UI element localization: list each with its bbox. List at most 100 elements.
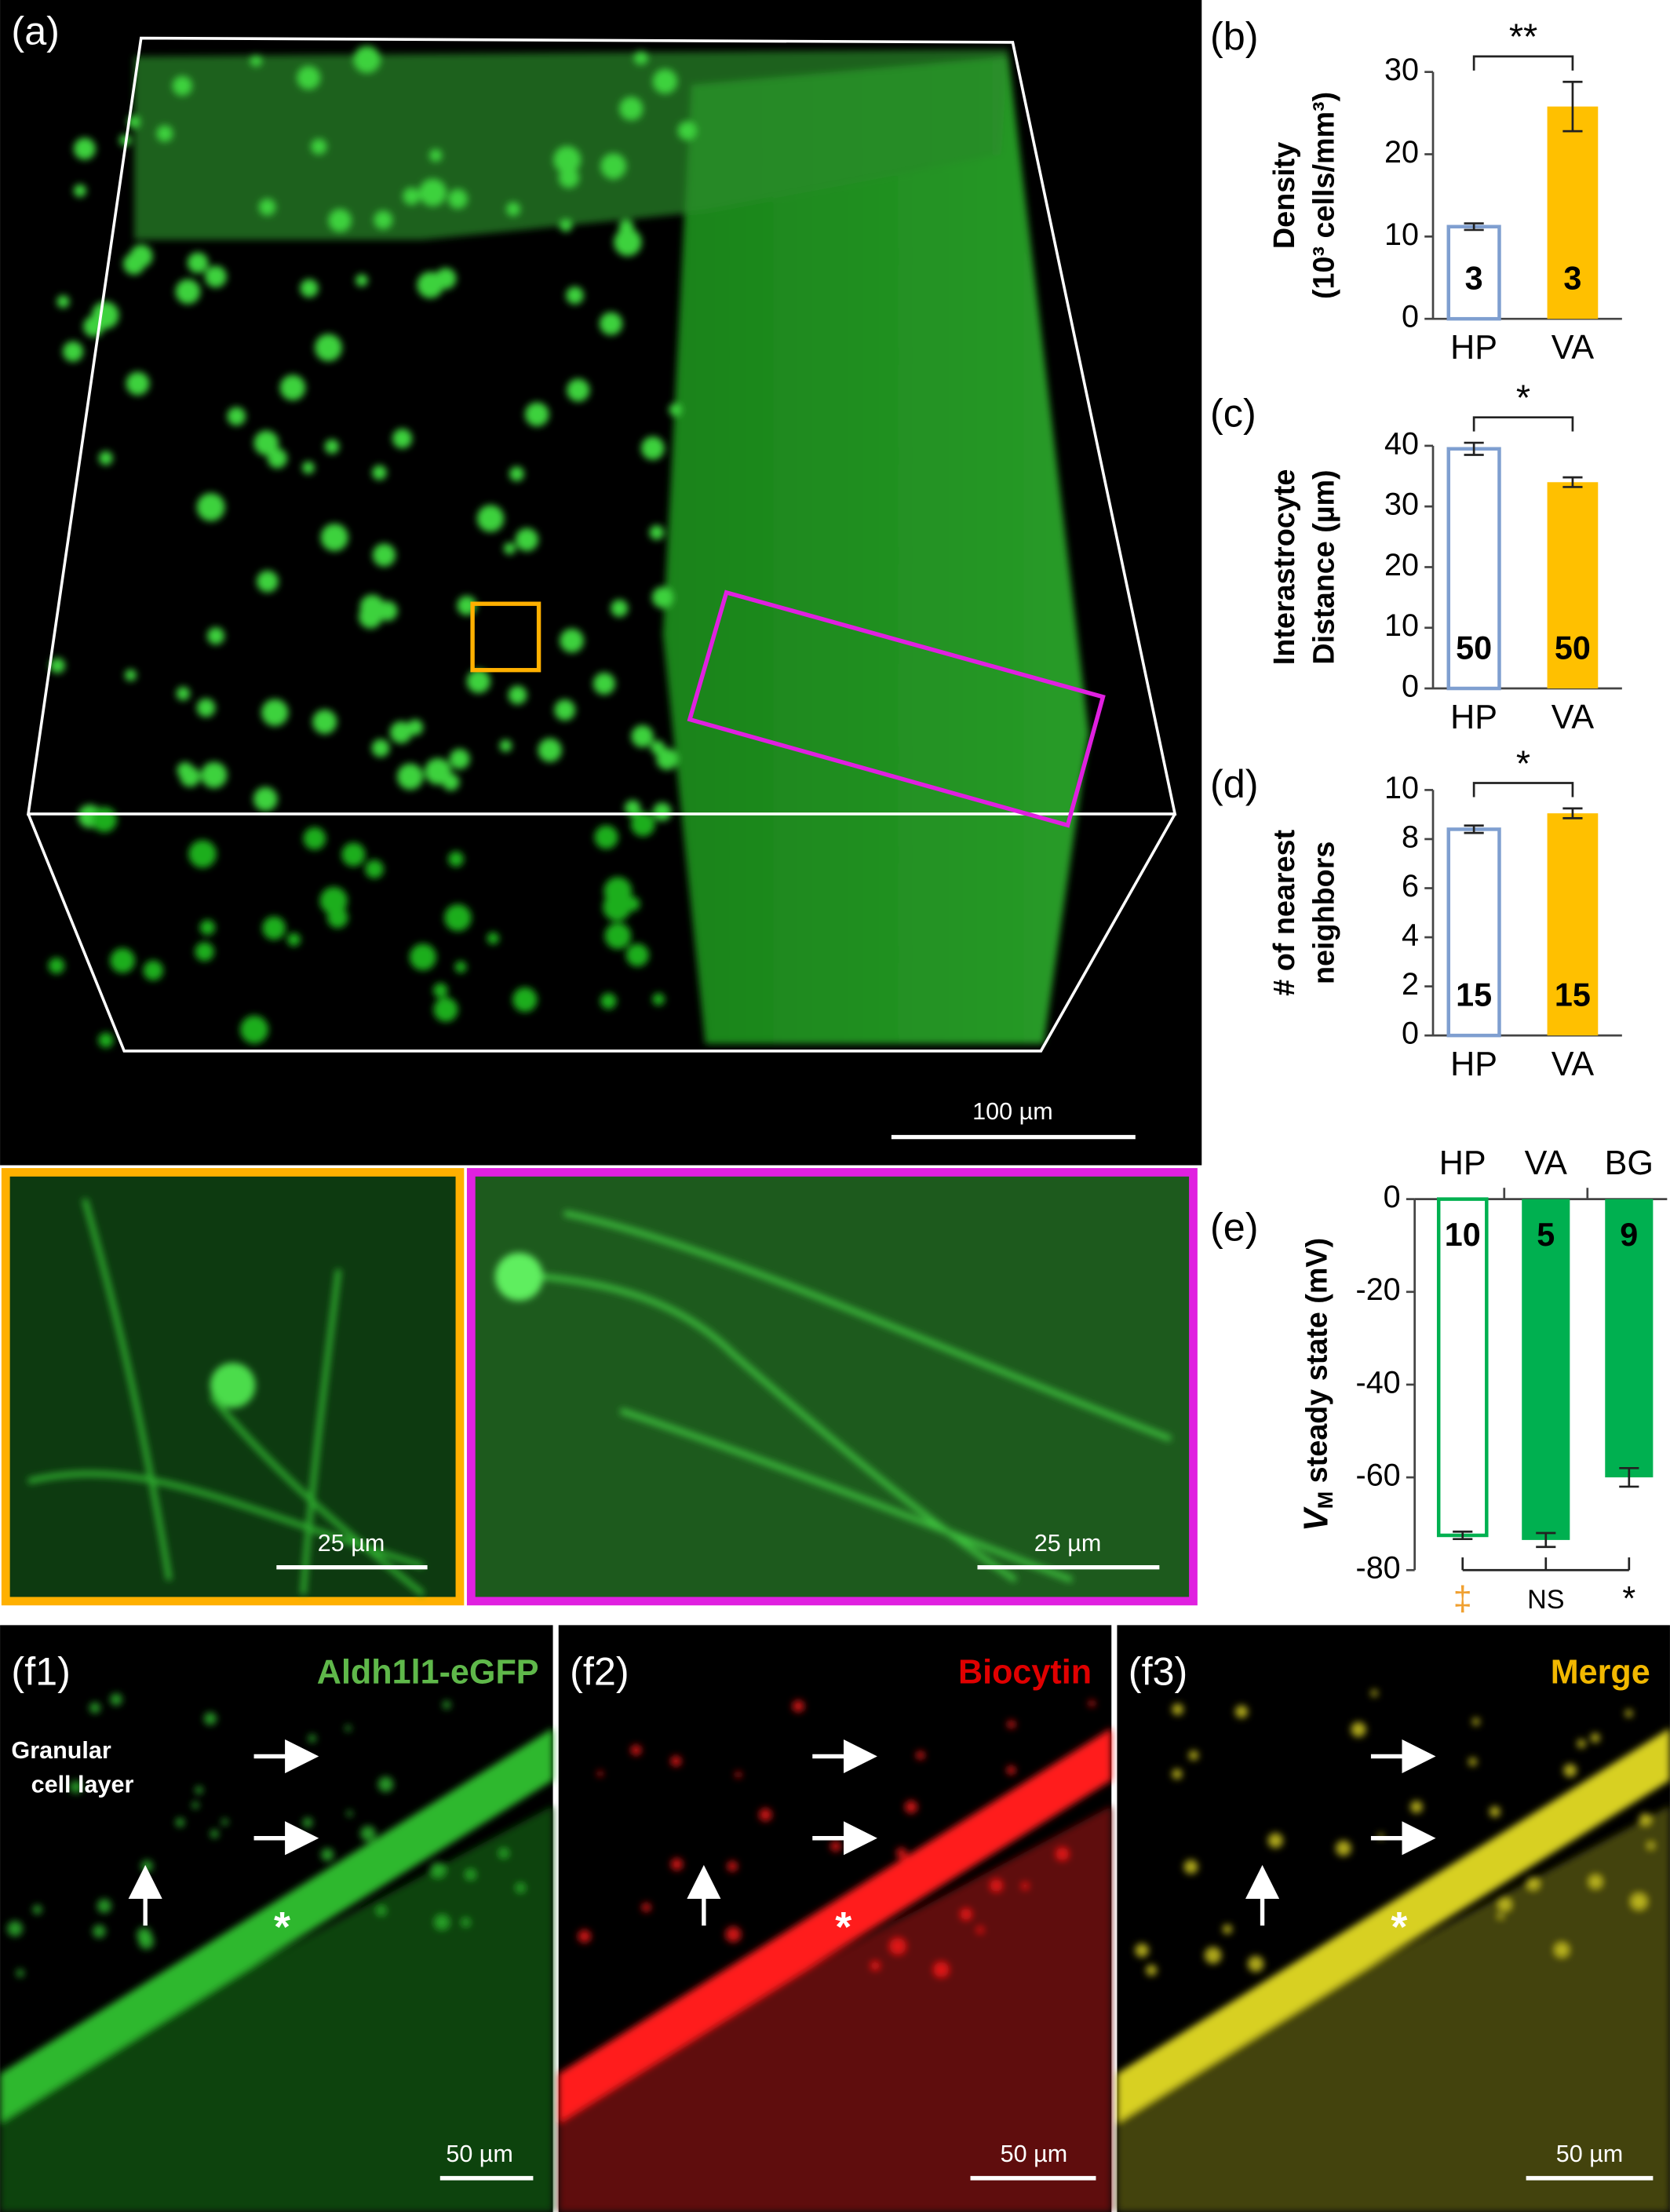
cell — [567, 378, 590, 402]
cell — [1410, 1801, 1423, 1813]
zoom-content — [494, 1210, 1172, 1583]
cell — [49, 658, 65, 673]
cell — [946, 1842, 955, 1852]
process — [27, 1198, 425, 1597]
cell — [904, 1800, 918, 1814]
cell — [735, 1771, 742, 1778]
y-tick-label: 0 — [1402, 300, 1419, 334]
y-axis-label-part: V — [1298, 1506, 1336, 1531]
cell — [593, 672, 615, 695]
bar — [1547, 813, 1599, 1036]
tissue — [558, 1699, 1112, 2212]
cell — [640, 436, 665, 460]
panel-label: (a) — [11, 8, 60, 53]
cell — [625, 944, 649, 967]
cell — [435, 268, 457, 290]
scale-bar-label: 50 µm — [446, 2141, 513, 2167]
n-label: 15 — [1555, 977, 1591, 1013]
cell — [524, 402, 549, 427]
cell — [499, 739, 512, 752]
cell — [73, 184, 86, 197]
cell — [792, 1699, 804, 1713]
cell — [678, 121, 697, 141]
cell — [302, 461, 315, 474]
cell — [210, 1363, 256, 1408]
cell — [805, 1919, 822, 1936]
cell — [346, 1810, 353, 1817]
cell — [176, 686, 190, 701]
cell — [1172, 1703, 1184, 1715]
x-tick-label: VA — [1525, 1144, 1568, 1182]
cell — [512, 987, 538, 1013]
scale-bar-label: 100 µm — [972, 1098, 1053, 1125]
charts: (b)Density (10³ cells/mm³)0102030HP3VA3**… — [1210, 14, 1668, 1618]
cell — [830, 1841, 841, 1852]
x-tick-label: VA — [1551, 1046, 1595, 1083]
cell — [429, 149, 442, 162]
cell — [976, 1926, 984, 1933]
cell — [1056, 1847, 1069, 1860]
cell — [960, 1908, 972, 1920]
cell — [419, 179, 447, 206]
cell — [1471, 1717, 1480, 1726]
cell — [487, 932, 499, 944]
cell — [516, 1883, 525, 1893]
cell — [611, 599, 629, 617]
cell — [286, 933, 301, 947]
volume-box — [27, 813, 1176, 1053]
region-label: cell layer — [31, 1771, 134, 1798]
y-axis-label: VM steady state (mV) — [1298, 1238, 1338, 1531]
cell — [653, 69, 677, 94]
y-tick-label: 10 — [1384, 217, 1419, 252]
significance-label: * — [1516, 377, 1530, 418]
comparison-label: NS — [1527, 1585, 1564, 1615]
y-axis-label-part: steady state (mV) — [1300, 1238, 1333, 1491]
microscopy-image — [48, 46, 1089, 1048]
cell — [990, 1879, 1003, 1892]
significance-label: * — [1516, 743, 1530, 783]
bergmann-layer — [1117, 1728, 1670, 2123]
cell — [177, 762, 194, 779]
cell — [200, 761, 228, 789]
cell — [377, 600, 398, 621]
cell — [392, 429, 413, 449]
cell — [48, 957, 65, 974]
zoom-image — [466, 1168, 1198, 1606]
cell — [669, 403, 682, 417]
cell — [403, 188, 421, 205]
cell — [188, 840, 217, 868]
cell — [553, 146, 581, 173]
cell — [1188, 1750, 1199, 1761]
cell — [73, 137, 96, 160]
n-label: 3 — [1563, 261, 1581, 297]
cell — [328, 209, 352, 232]
cell — [454, 961, 467, 973]
cell — [625, 896, 640, 911]
cell — [97, 1899, 111, 1914]
cell — [1223, 1924, 1233, 1934]
cell — [509, 466, 524, 482]
x-tick-label: HP — [1450, 329, 1497, 367]
significance-label: ** — [1509, 16, 1537, 57]
cell — [1351, 1721, 1366, 1737]
cell — [727, 1860, 738, 1872]
zoom-box — [470, 601, 541, 673]
cell — [110, 947, 135, 973]
cell — [16, 1969, 24, 1977]
cell — [1204, 1947, 1222, 1964]
n-label: 5 — [1537, 1217, 1555, 1253]
cell — [253, 787, 278, 812]
x-tick-label: HP — [1450, 1046, 1497, 1083]
cell — [603, 877, 633, 906]
panel-label: (f3) — [1129, 1649, 1187, 1694]
y-tick-label: -40 — [1356, 1365, 1401, 1400]
cell — [289, 1899, 301, 1911]
process — [542, 1210, 1172, 1583]
cell — [596, 1770, 603, 1777]
cell — [448, 851, 464, 867]
cell — [1647, 1842, 1655, 1849]
cell — [670, 1858, 684, 1871]
cell — [196, 493, 225, 521]
cell — [916, 1750, 925, 1760]
